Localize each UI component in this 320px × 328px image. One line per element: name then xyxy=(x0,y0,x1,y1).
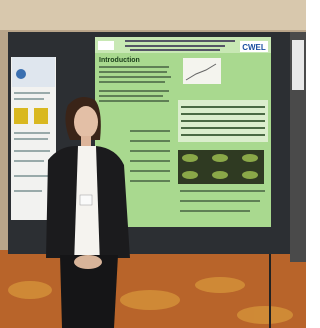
right-poster-edge xyxy=(292,40,304,90)
name-badge xyxy=(80,195,92,205)
blouse xyxy=(74,146,100,265)
ceiling-area xyxy=(0,0,306,30)
poster-chart xyxy=(183,58,221,84)
face xyxy=(74,106,98,138)
photo: CWEL Introduction xyxy=(0,0,306,328)
left-poster-logo xyxy=(16,69,26,79)
poster-logo-left xyxy=(98,41,114,50)
left-poster-image xyxy=(34,108,48,124)
left-poster-image xyxy=(14,108,28,124)
poster-heading: Introduction xyxy=(99,57,140,64)
poster-title-lines xyxy=(125,40,235,51)
page: {"poster": {"heading": "Introduction", "… xyxy=(0,0,306,328)
poster-logo-text: CWEL xyxy=(242,43,266,52)
hands xyxy=(74,255,102,269)
